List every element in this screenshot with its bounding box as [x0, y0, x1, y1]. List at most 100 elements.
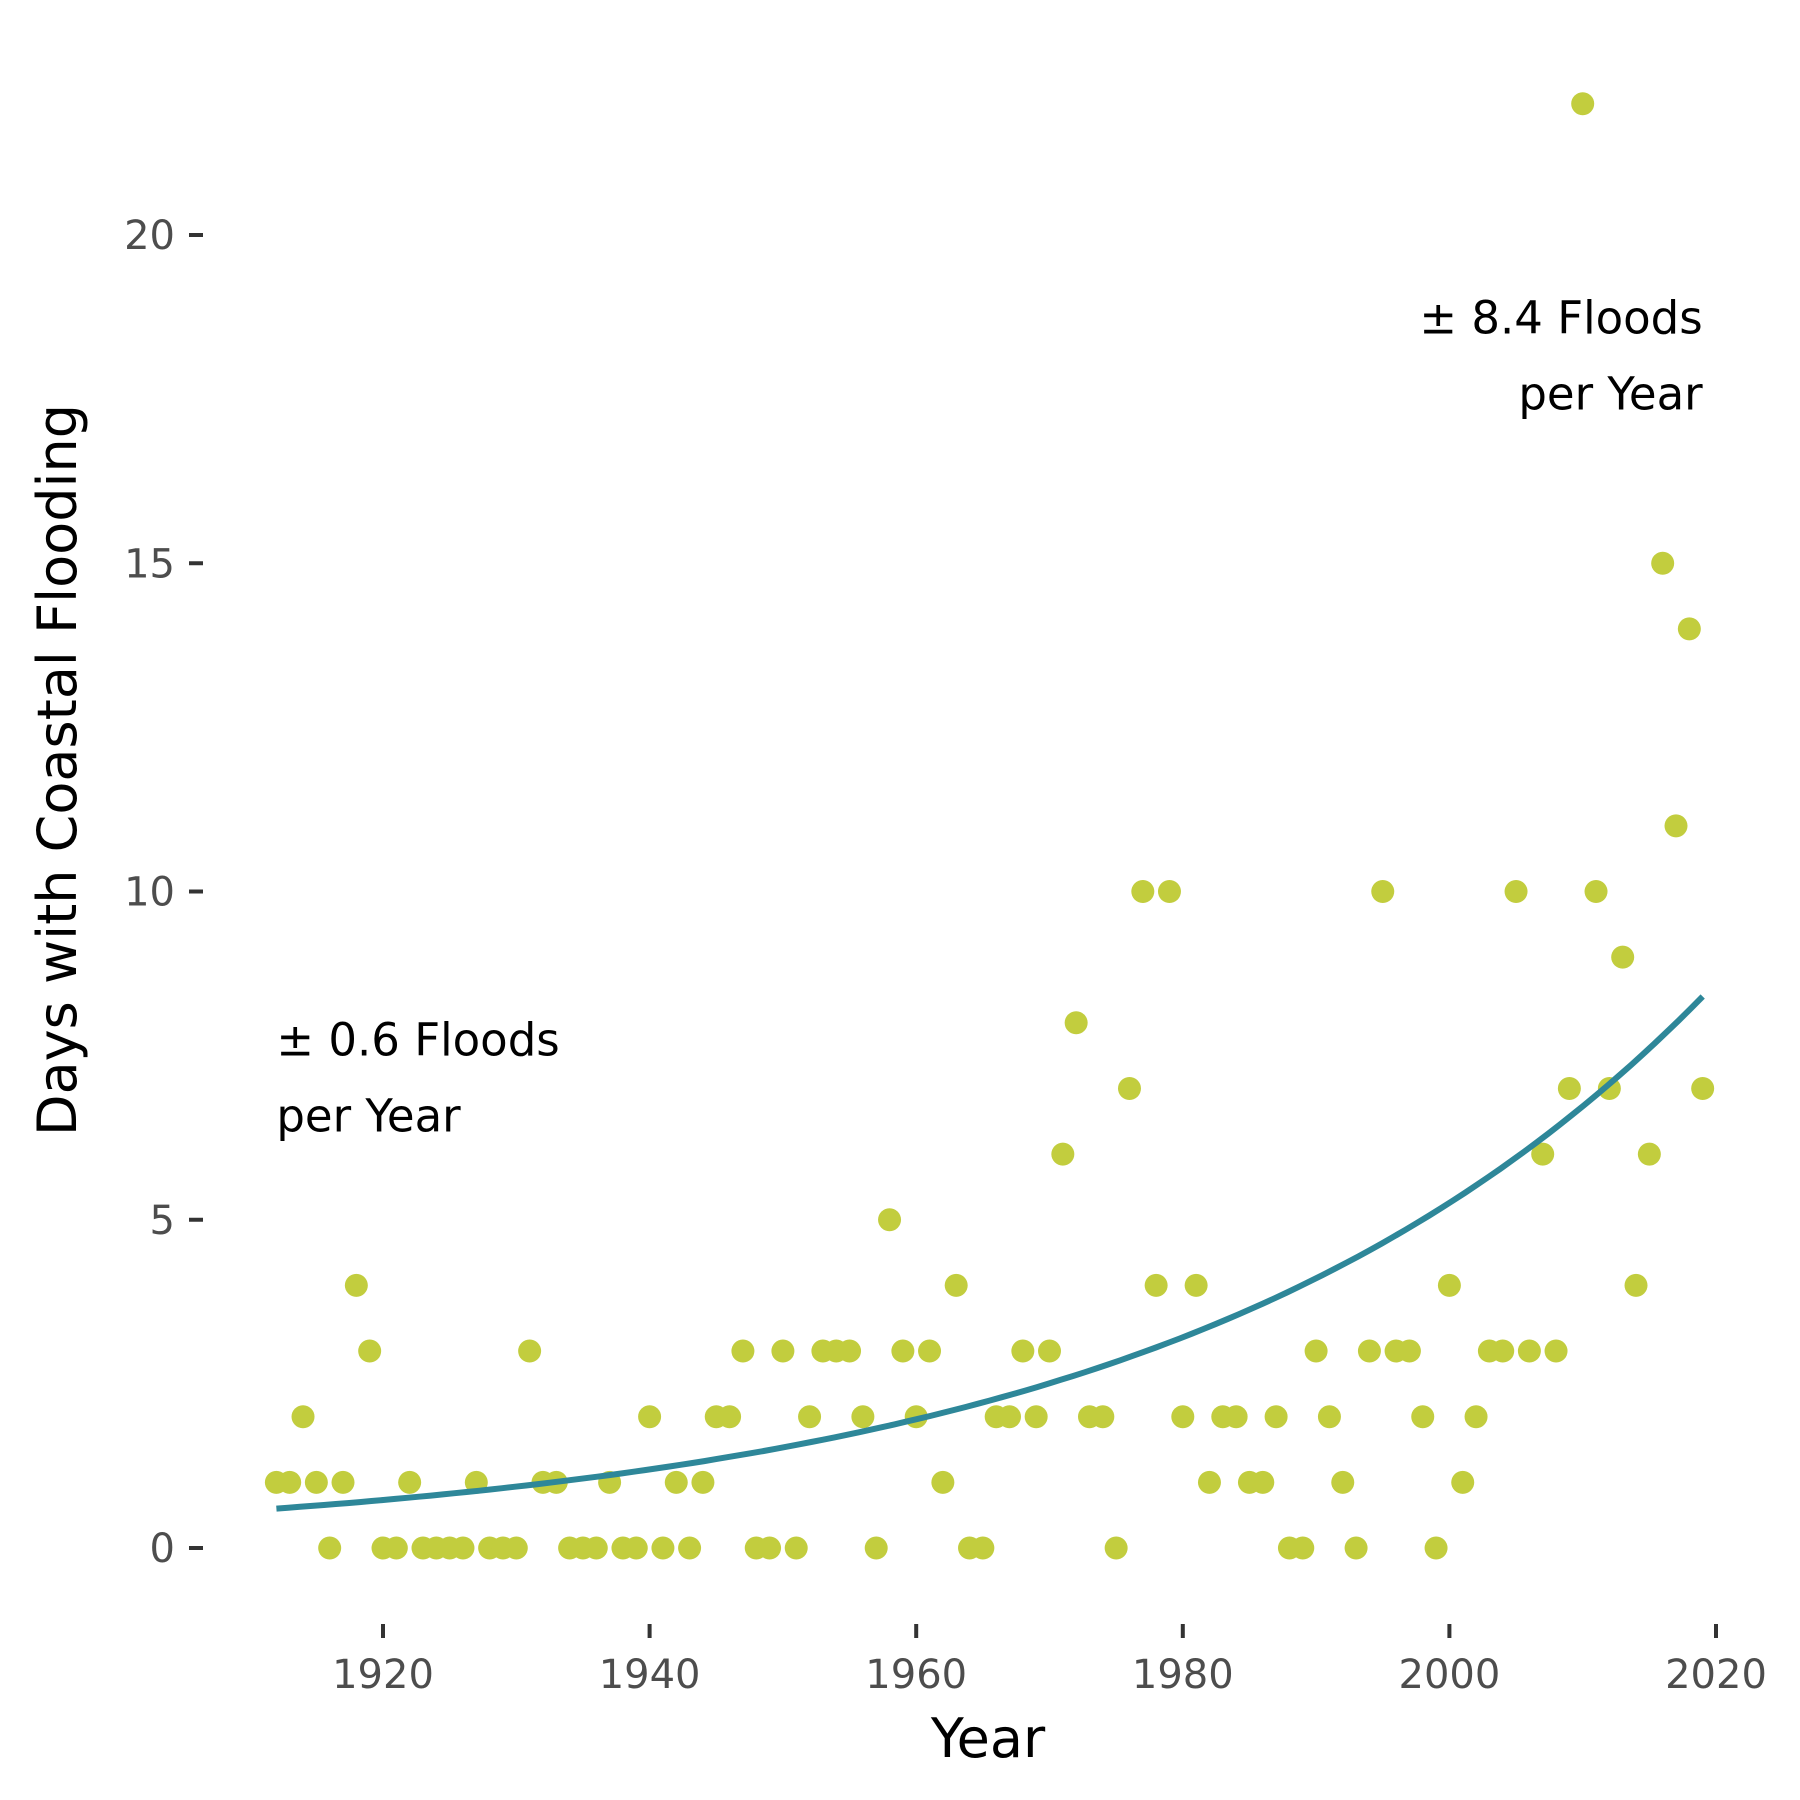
data-point [518, 1339, 542, 1363]
data-point [1624, 1273, 1648, 1297]
data-point [384, 1536, 408, 1560]
data-point [1117, 1076, 1141, 1100]
data-point [1291, 1536, 1315, 1560]
data-point [771, 1339, 795, 1363]
data-point [1251, 1470, 1275, 1494]
data-point [1064, 1011, 1088, 1035]
y-tick-label: 10 [124, 870, 175, 916]
data-point [784, 1536, 808, 1560]
data-point [918, 1339, 942, 1363]
annotations: ± 0.6 Floods per Year ± 8.4 Floods per Year [276, 291, 1703, 1142]
data-point [1571, 92, 1595, 116]
data-point [291, 1405, 315, 1429]
data-point [318, 1536, 342, 1560]
y-tick-label: 15 [124, 541, 175, 587]
data-point [331, 1470, 355, 1494]
data-point [1371, 880, 1395, 903]
data-point [1611, 945, 1635, 969]
data-point [451, 1536, 475, 1560]
data-point [1091, 1405, 1115, 1429]
data-point [344, 1273, 368, 1297]
y-tick-label: 5 [150, 1198, 175, 1244]
data-point [1344, 1536, 1368, 1560]
data-point [304, 1470, 328, 1494]
x-tick-label: 1980 [1132, 1652, 1234, 1698]
data-point [1171, 1405, 1195, 1429]
data-point [838, 1339, 862, 1363]
data-point [638, 1405, 662, 1429]
x-tick-label: 1960 [865, 1652, 967, 1698]
data-point [1424, 1536, 1448, 1560]
data-point [691, 1470, 715, 1494]
data-point [878, 1208, 902, 1232]
data-point [1397, 1339, 1421, 1363]
data-point [1331, 1470, 1355, 1494]
data-point [584, 1536, 608, 1560]
data-point [1197, 1470, 1221, 1494]
data-point [1011, 1339, 1035, 1363]
data-point [651, 1536, 675, 1560]
data-point [891, 1339, 915, 1363]
data-point [944, 1273, 968, 1297]
data-point [1104, 1536, 1128, 1560]
data-point [504, 1536, 528, 1560]
data-point [1224, 1405, 1248, 1429]
data-point [998, 1405, 1022, 1429]
data-point [278, 1470, 302, 1494]
trend-annotation: ± 0.6 Floods per Year [276, 1014, 559, 1143]
data-point [758, 1536, 782, 1560]
data-point [1157, 880, 1181, 903]
y-tick-label: 20 [124, 213, 175, 259]
y-tick-label: 0 [150, 1526, 175, 1572]
data-point [1517, 1339, 1541, 1363]
x-tick-label: 2020 [1665, 1652, 1767, 1698]
x-tick-label: 1940 [599, 1652, 701, 1698]
data-point [1184, 1273, 1208, 1297]
data-point [1038, 1339, 1061, 1363]
data-point [1504, 880, 1528, 903]
trend-annotation: ± 8.4 Floods per Year [1419, 291, 1703, 420]
data-point [851, 1405, 875, 1429]
data-point [1411, 1405, 1435, 1429]
x-tick-label: 2000 [1399, 1652, 1501, 1698]
trend-line [276, 994, 1705, 1512]
data-point [1304, 1339, 1328, 1363]
data-points [264, 92, 1715, 1560]
x-tick-label: 1920 [332, 1652, 434, 1698]
data-point [358, 1339, 382, 1363]
data-point [1024, 1405, 1048, 1429]
data-point [1531, 1142, 1555, 1166]
data-point [678, 1536, 702, 1560]
data-point [864, 1536, 888, 1560]
data-point [1357, 1339, 1381, 1363]
data-point [731, 1339, 755, 1363]
data-point [1491, 1339, 1515, 1363]
data-point [1557, 1076, 1581, 1100]
data-point [1464, 1405, 1488, 1429]
y-axis-title: Days with Coastal Flooding [26, 404, 89, 1136]
data-point [1651, 551, 1675, 575]
data-point [1264, 1405, 1288, 1429]
data-point [1317, 1405, 1341, 1429]
data-point [664, 1470, 688, 1494]
data-point [1664, 814, 1688, 838]
data-point [398, 1470, 422, 1494]
data-point [624, 1536, 648, 1560]
x-axis: 1920 1940 1960 1980 2000 2020 [332, 1624, 1767, 1698]
data-point [798, 1405, 822, 1429]
data-point [1437, 1273, 1461, 1297]
data-point [1131, 880, 1155, 903]
x-axis-title: Year [930, 1707, 1046, 1770]
data-point [718, 1405, 742, 1429]
data-point [1584, 880, 1608, 903]
data-point [1144, 1273, 1168, 1297]
data-point [1451, 1470, 1475, 1494]
y-axis: 0 5 10 15 20 [124, 213, 203, 1572]
data-point [1637, 1142, 1661, 1166]
data-point [931, 1470, 955, 1494]
data-point [1677, 617, 1701, 641]
data-point [971, 1536, 995, 1560]
data-point [1544, 1339, 1568, 1363]
data-point [1691, 1076, 1715, 1100]
